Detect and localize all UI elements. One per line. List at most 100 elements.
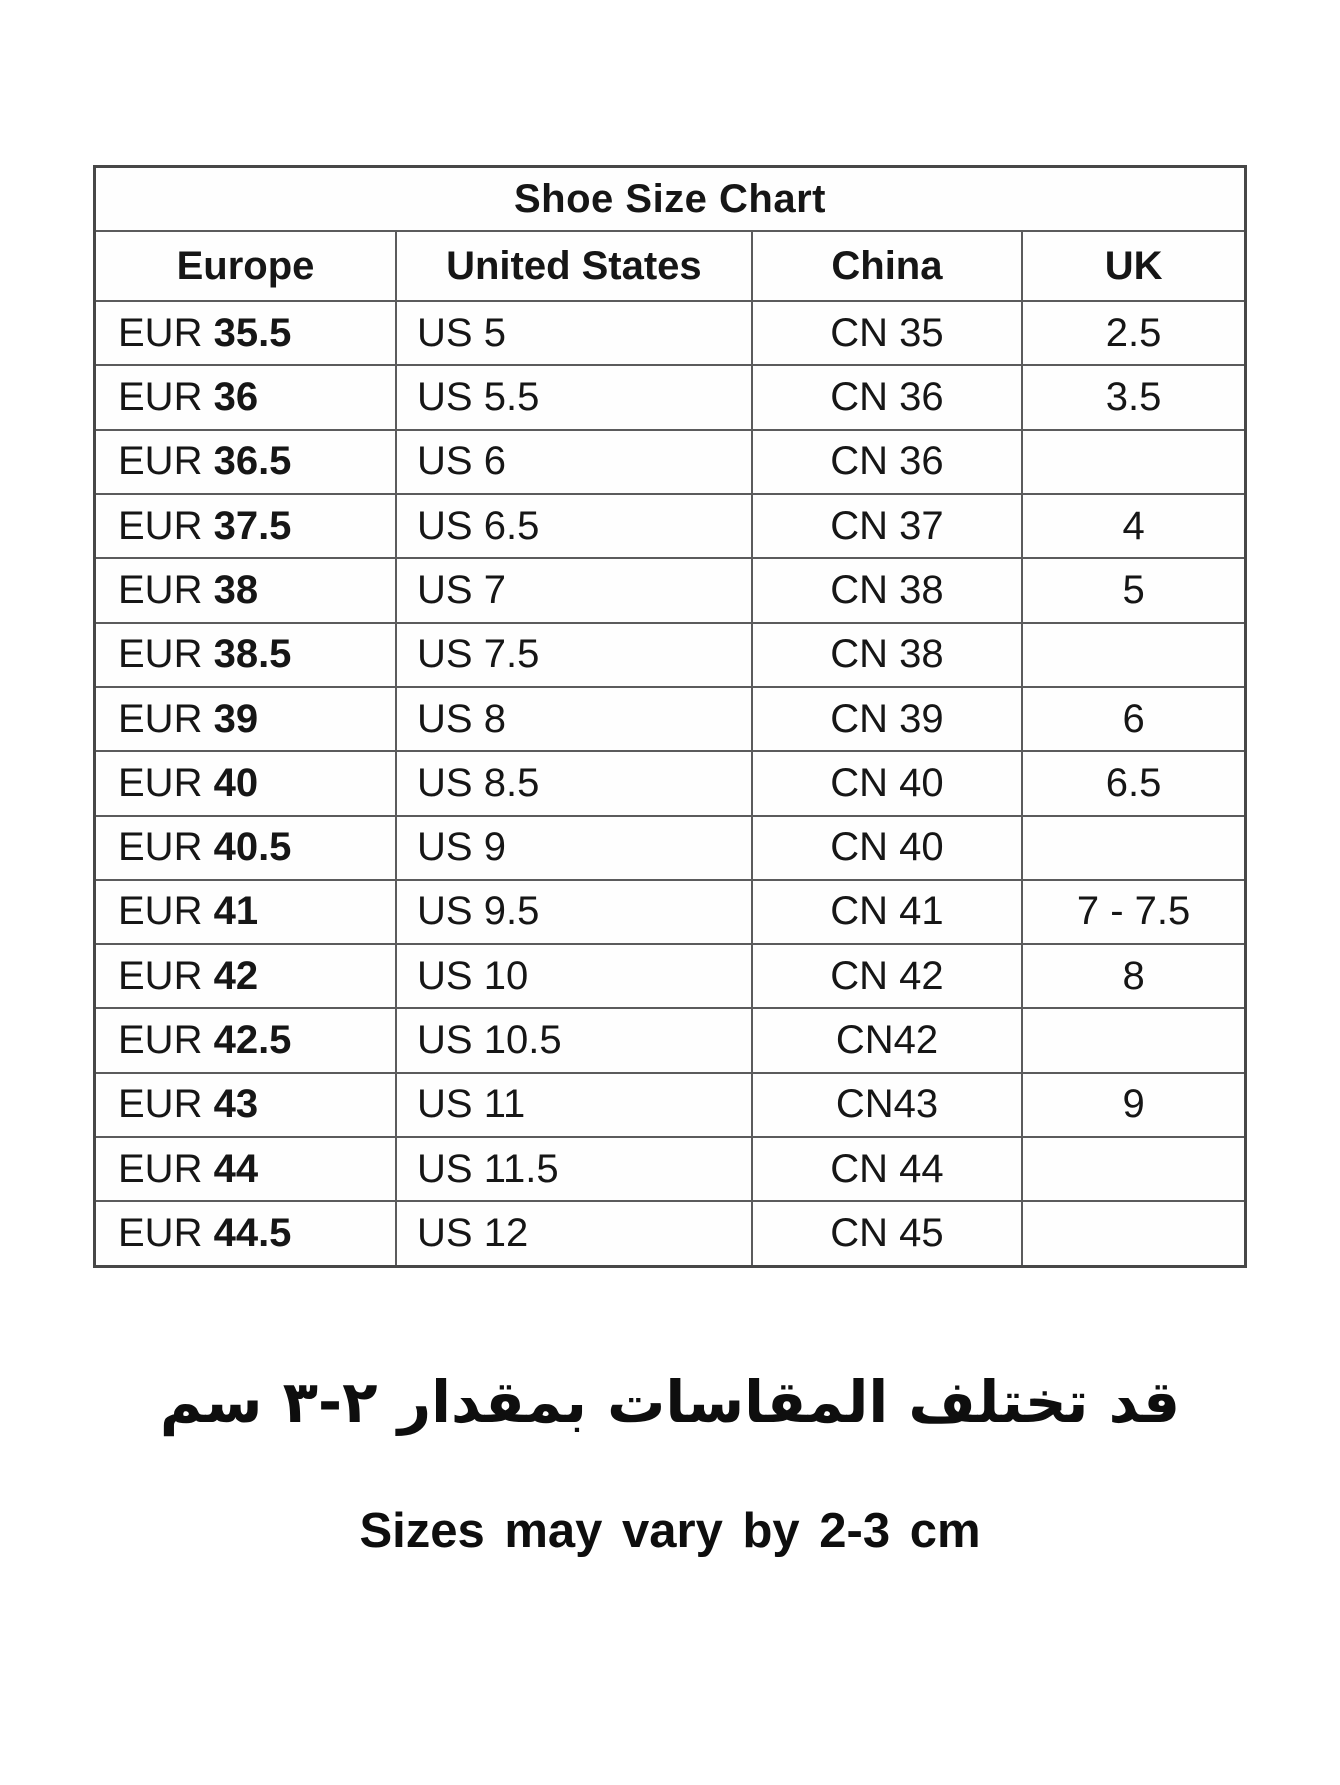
table-title: Shoe Size Chart: [93, 165, 1247, 232]
uk-size-cell: 3.5: [1021, 364, 1247, 431]
eur-value: 40.5: [213, 825, 292, 870]
eur-value: 38: [213, 567, 259, 612]
china-size-cell: CN 42: [750, 943, 1024, 1010]
size-table-body: EUR 35.5 US 5 CN 35 2.5 EUR 36 US 5.5 CN 36 3.5…: [93, 299, 1247, 1268]
uk-size-cell: 4: [1021, 492, 1247, 560]
column-header-united-states: United States: [395, 230, 753, 302]
uk-size-cell: 6.5: [1021, 750, 1247, 817]
china-size-cell: CN 37: [750, 492, 1024, 560]
table-row: EUR 37.5 US 6.5 CN 37 4: [93, 492, 1247, 560]
china-size-cell: CN 39: [750, 685, 1024, 753]
table-row: EUR 38 US 7 CN 38 5: [93, 557, 1247, 624]
column-header-europe: Europe: [93, 230, 398, 302]
us-size-cell: US 5.5: [395, 364, 753, 431]
europe-size-cell: EUR 36: [93, 364, 398, 431]
caption-english: Sizes may vary by 2-3 cm: [359, 1504, 981, 1558]
table-header-row: Europe United States China UK: [93, 230, 1247, 302]
europe-size-cell: EUR 40.5: [93, 814, 398, 881]
europe-size-cell: EUR 42: [93, 943, 398, 1010]
china-size-cell: CN 40: [750, 814, 1024, 881]
uk-size-cell: 7 - 7.5: [1021, 878, 1247, 946]
us-size-cell: US 12: [395, 1200, 753, 1268]
china-size-cell: CN42: [750, 1007, 1024, 1074]
europe-size-cell: EUR 38.5: [93, 621, 398, 688]
eur-prefix: EUR: [118, 1082, 203, 1127]
eur-prefix: EUR: [118, 1018, 203, 1063]
us-size-cell: US 11.5: [395, 1136, 753, 1203]
china-size-cell: CN 45: [750, 1200, 1024, 1268]
table-row: EUR 42 US 10 CN 42 8: [93, 943, 1247, 1010]
eur-value: 44: [213, 1146, 259, 1191]
china-size-cell: CN 44: [750, 1136, 1024, 1203]
eur-value: 38.5: [213, 632, 292, 677]
table-row: EUR 40.5 US 9 CN 40: [93, 814, 1247, 881]
europe-size-cell: EUR 43: [93, 1071, 398, 1139]
table-row: EUR 40 US 8.5 CN 40 6.5: [93, 750, 1247, 817]
uk-size-cell: 2.5: [1021, 299, 1247, 367]
eur-prefix: EUR: [118, 1146, 203, 1191]
eur-value: 43: [213, 1082, 259, 1127]
europe-size-cell: EUR 39: [93, 685, 398, 753]
table-row: EUR 36 US 5.5 CN 36 3.5: [93, 364, 1247, 431]
uk-size-cell: 8: [1021, 943, 1247, 1010]
us-size-cell: US 9: [395, 814, 753, 881]
europe-size-cell: EUR 37.5: [93, 492, 398, 560]
table-row: EUR 44.5 US 12 CN 45: [93, 1200, 1247, 1268]
eur-prefix: EUR: [118, 953, 203, 998]
eur-prefix: EUR: [118, 825, 203, 870]
eur-prefix: EUR: [118, 696, 203, 741]
eur-value: 35.5: [213, 310, 292, 355]
uk-size-cell: [1021, 1136, 1247, 1203]
table-row: EUR 42.5 US 10.5 CN42: [93, 1007, 1247, 1074]
shoe-size-table: Shoe Size Chart Europe United States Chi…: [93, 165, 1247, 1268]
eur-prefix: EUR: [118, 374, 203, 419]
us-size-cell: US 7: [395, 557, 753, 624]
china-size-cell: CN 40: [750, 750, 1024, 817]
europe-size-cell: EUR 36.5: [93, 428, 398, 495]
eur-prefix: EUR: [118, 1211, 203, 1256]
europe-size-cell: EUR 44: [93, 1136, 398, 1203]
us-size-cell: US 11: [395, 1071, 753, 1139]
europe-size-cell: EUR 41: [93, 878, 398, 946]
china-size-cell: CN 38: [750, 557, 1024, 624]
eur-prefix: EUR: [118, 889, 203, 934]
eur-value: 37.5: [213, 503, 292, 548]
eur-value: 41: [213, 889, 259, 934]
uk-size-cell: [1021, 814, 1247, 881]
table-row: EUR 39 US 8 CN 39 6: [93, 685, 1247, 753]
china-size-cell: CN43: [750, 1071, 1024, 1139]
europe-size-cell: EUR 44.5: [93, 1200, 398, 1268]
eur-prefix: EUR: [118, 760, 203, 805]
table-row: EUR 44 US 11.5 CN 44: [93, 1136, 1247, 1203]
uk-size-cell: [1021, 1007, 1247, 1074]
table-row: EUR 43 US 11 CN43 9: [93, 1071, 1247, 1139]
europe-size-cell: EUR 40: [93, 750, 398, 817]
eur-value: 42: [213, 953, 259, 998]
table-title-row: Shoe Size Chart: [93, 165, 1247, 232]
caption-arabic: قد تختلف المقاسات بمقدار ٢-٣ سم: [159, 1368, 1181, 1436]
column-header-china: China: [750, 230, 1024, 302]
eur-value: 42.5: [213, 1018, 292, 1063]
us-size-cell: US 9.5: [395, 878, 753, 946]
europe-size-cell: EUR 42.5: [93, 1007, 398, 1074]
eur-prefix: EUR: [118, 632, 203, 677]
eur-value: 44.5: [213, 1211, 292, 1256]
china-size-cell: CN 36: [750, 364, 1024, 431]
eur-value: 36: [213, 374, 259, 419]
eur-prefix: EUR: [118, 503, 203, 548]
column-header-uk: UK: [1021, 230, 1247, 302]
europe-size-cell: EUR 35.5: [93, 299, 398, 367]
table-row: EUR 38.5 US 7.5 CN 38: [93, 621, 1247, 688]
europe-size-cell: EUR 38: [93, 557, 398, 624]
table-row: EUR 35.5 US 5 CN 35 2.5: [93, 299, 1247, 367]
us-size-cell: US 6.5: [395, 492, 753, 560]
us-size-cell: US 8: [395, 685, 753, 753]
us-size-cell: US 7.5: [395, 621, 753, 688]
us-size-cell: US 10.5: [395, 1007, 753, 1074]
us-size-cell: US 8.5: [395, 750, 753, 817]
table-row: EUR 41 US 9.5 CN 41 7 - 7.5: [93, 878, 1247, 946]
us-size-cell: US 5: [395, 299, 753, 367]
eur-value: 36.5: [213, 439, 292, 484]
china-size-cell: CN 41: [750, 878, 1024, 946]
